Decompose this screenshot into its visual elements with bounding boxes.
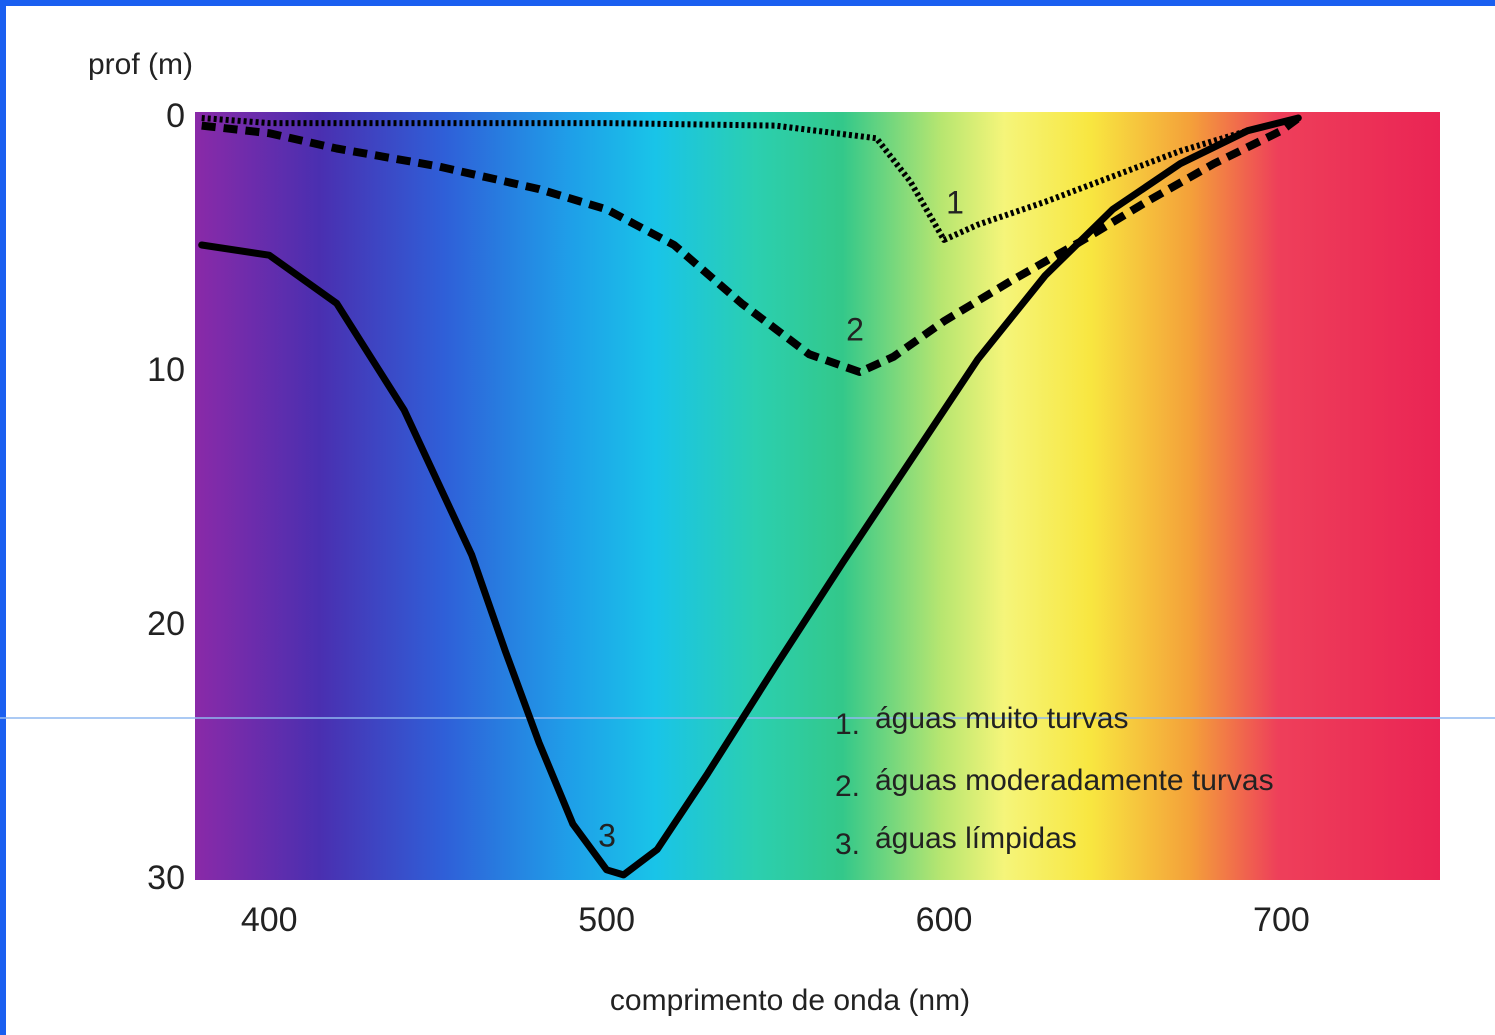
- y-axis-label: prof (m): [88, 48, 193, 81]
- frame-left: [0, 0, 6, 1035]
- legend-number: 3.: [835, 828, 860, 861]
- curve-label: 3: [598, 817, 616, 853]
- series-line: [198, 114, 1302, 879]
- legend-label: águas límpidas: [875, 822, 1077, 855]
- x-tick-label: 400: [241, 901, 298, 939]
- x-tick-label: 600: [916, 901, 973, 939]
- spectrum-background: [195, 112, 1440, 880]
- curve-label: 2: [846, 311, 864, 347]
- series-line: [201, 114, 1301, 376]
- x-tick-label: 700: [1253, 901, 1310, 939]
- x-tick-label: 500: [578, 901, 635, 939]
- legend-number: 1.: [835, 708, 860, 741]
- y-tick-label: 30: [147, 859, 185, 897]
- y-tick-label: 20: [147, 605, 185, 643]
- legend-number: 2.: [835, 770, 860, 803]
- x-axis-label: comprimento de onda (nm): [610, 984, 970, 1017]
- y-tick-label: 10: [147, 351, 185, 389]
- series-line: [201, 115, 1300, 243]
- y-tick-label: 0: [166, 97, 185, 135]
- curve-label: 1: [946, 184, 964, 220]
- legend-label: águas muito turvas: [875, 702, 1128, 735]
- legend-label: águas moderadamente turvas: [875, 764, 1274, 797]
- frame-top: [0, 0, 1495, 6]
